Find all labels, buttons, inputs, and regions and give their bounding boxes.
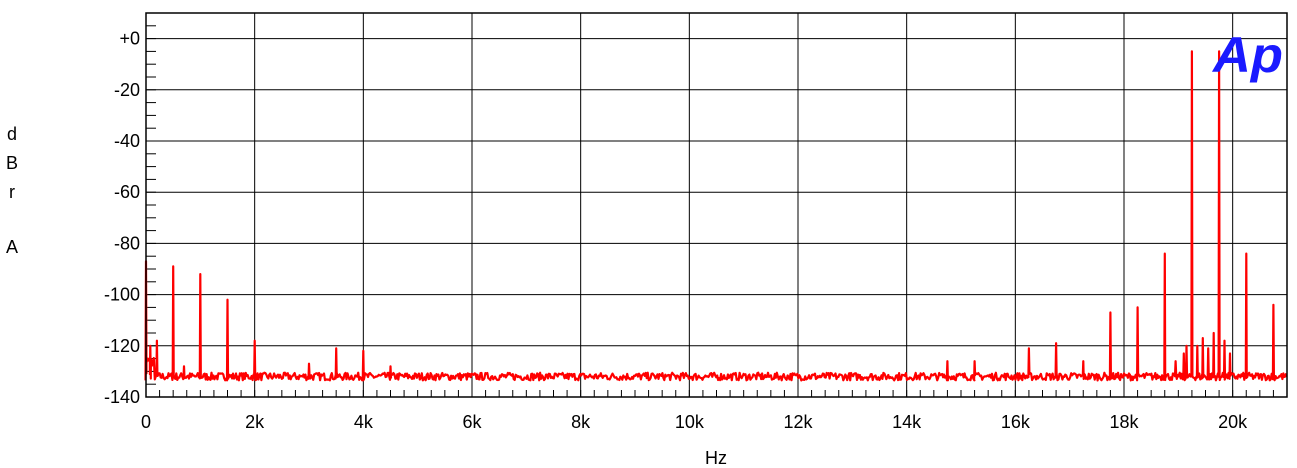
x-tick-label: 2k	[245, 412, 265, 432]
x-tick-label: 20k	[1218, 412, 1248, 432]
x-tick-labels: 0 2k 4k 6k 8k 10k 12k 14k 16k 18k 20k	[141, 412, 1248, 432]
y-tick-label: -60	[114, 182, 140, 202]
x-tick-label: 8k	[571, 412, 591, 432]
y-tick-labels: +0 -20 -40 -60 -80 -100 -120 -140	[104, 29, 140, 407]
y-axis-label: dBr A	[6, 124, 18, 257]
y-tick-label: +0	[119, 29, 140, 49]
y-axis-label-letter: B	[6, 153, 18, 173]
x-tick-label: 12k	[783, 412, 813, 432]
minor-ticks	[145, 12, 1288, 398]
y-axis-label-letter: r	[9, 182, 15, 202]
y-tick-label: -80	[114, 233, 140, 253]
x-tick-label: 6k	[462, 412, 482, 432]
ap-logo: Ap	[1211, 27, 1283, 83]
x-tick-label: 16k	[1001, 412, 1031, 432]
series-line	[144, 50, 1288, 382]
x-tick-label: 10k	[675, 412, 705, 432]
grid	[145, 13, 1287, 398]
x-tick-label: 0	[141, 412, 151, 432]
y-tick-label: -100	[104, 285, 140, 305]
y-tick-label: -40	[114, 131, 140, 151]
plot-frame	[145, 12, 1288, 398]
y-axis-label-letter: A	[6, 237, 18, 257]
x-tick-label: 4k	[354, 412, 374, 432]
y-tick-label: -140	[104, 387, 140, 407]
y-tick-label: -120	[104, 336, 140, 356]
series-layer	[144, 50, 1288, 382]
plot-border	[145, 12, 1288, 398]
x-axis-label: Hz	[705, 448, 727, 468]
x-tick-label: 18k	[1109, 412, 1139, 432]
y-axis-label-letter: d	[7, 124, 17, 144]
x-tick-label: 14k	[892, 412, 922, 432]
y-tick-label: -20	[114, 80, 140, 100]
